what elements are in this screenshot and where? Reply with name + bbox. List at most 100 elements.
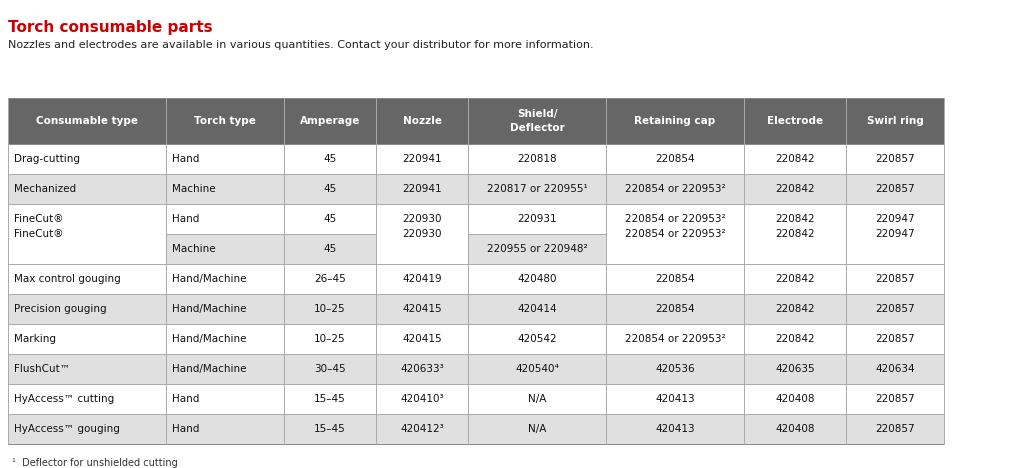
Text: Machine: Machine — [172, 184, 216, 194]
Text: Mechanized: Mechanized — [14, 184, 76, 194]
Text: FineCut®: FineCut® — [14, 229, 63, 239]
Text: Hand: Hand — [172, 394, 200, 404]
Bar — [8, 234, 944, 264]
Text: 45: 45 — [324, 214, 337, 224]
Bar — [8, 354, 944, 384]
Text: 220955 or 220948²: 220955 or 220948² — [486, 244, 588, 254]
Text: 220947: 220947 — [876, 214, 914, 224]
Text: Nozzle: Nozzle — [402, 116, 441, 126]
Text: 220854 or 220953²: 220854 or 220953² — [625, 229, 725, 239]
Text: 220941: 220941 — [402, 184, 441, 194]
Text: 220930: 220930 — [402, 229, 441, 239]
Text: Hand: Hand — [172, 424, 200, 434]
Text: 220854 or 220953²: 220854 or 220953² — [625, 334, 725, 344]
Text: Drag-cutting: Drag-cutting — [14, 154, 80, 164]
Text: 220857: 220857 — [876, 154, 914, 164]
Text: Swirl ring: Swirl ring — [866, 116, 924, 126]
Text: Electrode: Electrode — [767, 116, 823, 126]
Text: 10–25: 10–25 — [314, 304, 346, 314]
Text: 420415: 420415 — [402, 304, 441, 314]
Text: 420412³: 420412³ — [400, 424, 443, 434]
Text: 420633³: 420633³ — [400, 364, 443, 374]
Text: 220857: 220857 — [876, 304, 914, 314]
Text: Retaining cap: Retaining cap — [635, 116, 716, 126]
Text: HyAccess™ cutting: HyAccess™ cutting — [14, 394, 115, 404]
Bar — [8, 144, 944, 174]
Text: 220842: 220842 — [775, 229, 815, 239]
Text: 45: 45 — [324, 184, 337, 194]
Bar — [376, 204, 468, 264]
Text: 220854: 220854 — [655, 154, 695, 164]
Bar — [8, 324, 944, 354]
Text: HyAccess™ gouging: HyAccess™ gouging — [14, 424, 120, 434]
Text: 220941: 220941 — [402, 154, 441, 164]
Text: 220857: 220857 — [876, 184, 914, 194]
Text: 220857: 220857 — [876, 334, 914, 344]
Text: Hand: Hand — [172, 154, 200, 164]
Text: 420419: 420419 — [402, 274, 441, 284]
Text: N/A: N/A — [527, 394, 546, 404]
Bar — [8, 174, 944, 204]
Text: Max control gouging: Max control gouging — [14, 274, 121, 284]
Text: 30–45: 30–45 — [314, 364, 346, 374]
Text: 420410³: 420410³ — [400, 394, 443, 404]
Text: Hand/Machine: Hand/Machine — [172, 364, 247, 374]
Text: 420413: 420413 — [655, 394, 695, 404]
Text: Hand/Machine: Hand/Machine — [172, 274, 247, 284]
Text: Machine: Machine — [172, 244, 216, 254]
Text: 220854 or 220953²: 220854 or 220953² — [625, 214, 725, 224]
Text: 45: 45 — [324, 154, 337, 164]
Text: 420413: 420413 — [655, 424, 695, 434]
Text: Hand: Hand — [172, 214, 200, 224]
Text: 220857: 220857 — [876, 394, 914, 404]
Text: 15–45: 15–45 — [314, 424, 346, 434]
Text: Consumable type: Consumable type — [36, 116, 138, 126]
Text: 420408: 420408 — [775, 424, 815, 434]
Bar — [8, 294, 944, 324]
Text: Hand/Machine: Hand/Machine — [172, 304, 247, 314]
Text: Torch type: Torch type — [195, 116, 256, 126]
Text: FineCut®: FineCut® — [14, 214, 63, 224]
Text: 220842: 220842 — [775, 184, 815, 194]
Text: 420536: 420536 — [655, 364, 695, 374]
Text: 26–45: 26–45 — [314, 274, 346, 284]
Text: FlushCut™: FlushCut™ — [14, 364, 70, 374]
Text: 220930: 220930 — [402, 214, 441, 224]
Text: Deflector: Deflector — [510, 123, 564, 133]
Text: 420542: 420542 — [517, 334, 557, 344]
Text: Precision gouging: Precision gouging — [14, 304, 106, 314]
Text: 220842: 220842 — [775, 334, 815, 344]
Bar — [8, 414, 944, 444]
Text: 10–25: 10–25 — [314, 334, 346, 344]
Text: 15–45: 15–45 — [314, 394, 346, 404]
Bar — [8, 384, 944, 414]
Text: Marking: Marking — [14, 334, 56, 344]
Text: 220857: 220857 — [876, 424, 914, 434]
Text: Shield/: Shield/ — [517, 109, 557, 119]
Text: 420415: 420415 — [402, 334, 441, 344]
Text: Amperage: Amperage — [300, 116, 360, 126]
Bar — [744, 204, 846, 264]
Text: N/A: N/A — [527, 424, 546, 434]
Text: 220842: 220842 — [775, 214, 815, 224]
Text: 220854: 220854 — [655, 274, 695, 284]
Bar — [606, 204, 744, 264]
Text: 220857: 220857 — [876, 274, 914, 284]
Text: 220842: 220842 — [775, 154, 815, 164]
Text: 220931: 220931 — [517, 214, 557, 224]
Bar — [8, 204, 944, 234]
Text: 220854: 220854 — [655, 304, 695, 314]
Text: 45: 45 — [324, 244, 337, 254]
Text: 420540⁴: 420540⁴ — [515, 364, 559, 374]
Bar — [8, 204, 166, 264]
Text: 220842: 220842 — [775, 304, 815, 314]
Text: 220854 or 220953²: 220854 or 220953² — [625, 184, 725, 194]
Bar — [8, 98, 944, 144]
Text: 420408: 420408 — [775, 394, 815, 404]
Text: 220818: 220818 — [517, 154, 557, 164]
Text: Nozzles and electrodes are available in various quantities. Contact your distrib: Nozzles and electrodes are available in … — [8, 40, 594, 50]
Text: 220817 or 220955¹: 220817 or 220955¹ — [486, 184, 588, 194]
Text: 420635: 420635 — [775, 364, 815, 374]
Text: ¹  Deflector for unshielded cutting: ¹ Deflector for unshielded cutting — [12, 458, 178, 468]
Text: Torch consumable parts: Torch consumable parts — [8, 20, 213, 35]
